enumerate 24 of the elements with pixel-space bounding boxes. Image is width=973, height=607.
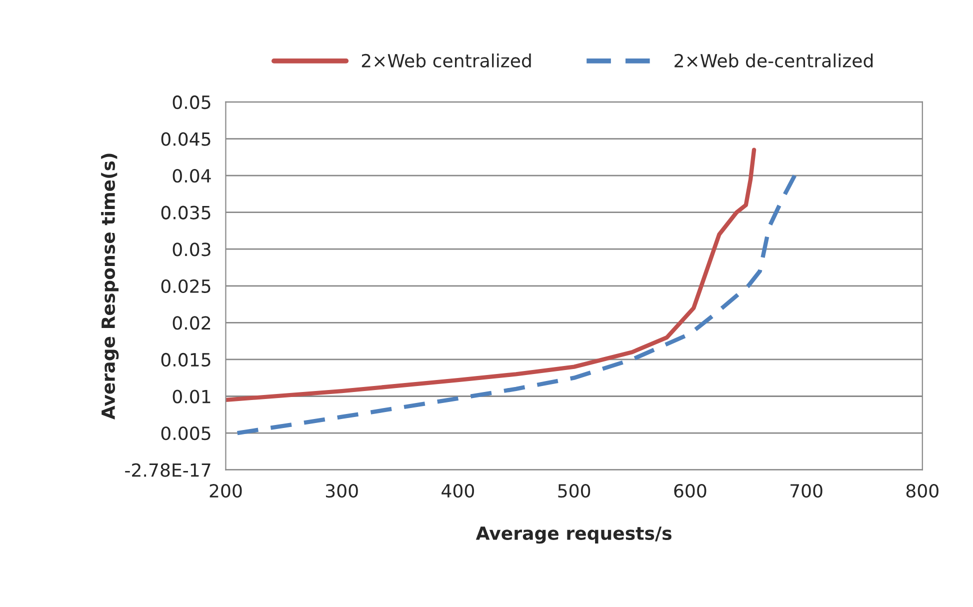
x-tick-label: 500	[558, 484, 590, 498]
y-tick-label: 0.01	[172, 390, 210, 404]
y-axis-title: Average Response time(s)	[101, 154, 119, 420]
x-tick-label: 800	[906, 484, 938, 498]
x-axis-title: Average requests/s	[476, 526, 672, 544]
x-tick-label: 300	[326, 484, 358, 498]
line-series	[226, 148, 756, 402]
x-tick-label: 700	[790, 484, 822, 498]
legend-label: 2×Web de-centralized	[674, 54, 873, 68]
y-tick-label: 0.035	[161, 206, 210, 220]
x-tick-label: 200	[210, 484, 242, 498]
line-series	[235, 173, 797, 436]
x-tick-label: 400	[442, 484, 474, 498]
y-tick-label: 0.015	[161, 352, 210, 367]
y-tick-label: 0.045	[161, 132, 210, 146]
y-tick-label: 0.05	[172, 95, 210, 110]
x-tick-label: 600	[674, 484, 706, 498]
y-tick-label: 0.025	[161, 279, 210, 294]
y-tick-label: -2.78E-17	[125, 463, 210, 477]
legend-label: 2×Web centralized	[362, 54, 531, 68]
y-tick-label: 0.04	[172, 169, 211, 183]
y-tick-label: 0.005	[161, 426, 210, 440]
y-tick-label: 0.02	[172, 316, 210, 330]
y-tick-label: 0.03	[172, 242, 210, 256]
